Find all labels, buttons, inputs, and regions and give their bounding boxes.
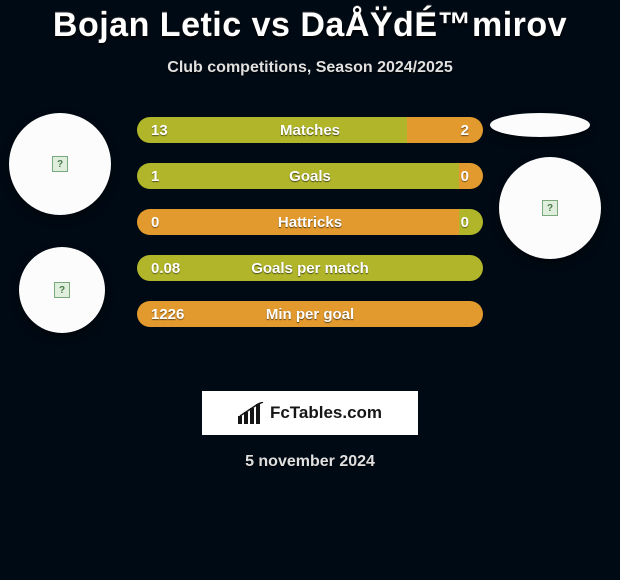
stat-right-value: 2 <box>407 117 483 143</box>
avatar-p1-small <box>19 247 105 333</box>
stat-row-goals-per-match: 0.08Goals per match <box>137 255 483 281</box>
stat-left-value: 1 <box>137 163 459 189</box>
stat-row-hattricks: 00Hattricks <box>137 209 483 235</box>
stat-right-value: 0 <box>459 163 483 189</box>
page-subtitle: Club competitions, Season 2024/2025 <box>0 59 620 77</box>
stat-row-matches: 132Matches <box>137 117 483 143</box>
stat-left-value: 1226 <box>137 301 483 327</box>
stat-row-min-per-goal: 1226Min per goal <box>137 301 483 327</box>
stat-right-value: 0 <box>459 209 483 235</box>
stat-row-goals: 10Goals <box>137 163 483 189</box>
date-text: 5 november 2024 <box>0 453 620 471</box>
stat-left-value: 0 <box>137 209 459 235</box>
comparison-area: 132Matches 10Goals 00Hattricks 0.08Goals pe… <box>0 117 620 377</box>
missing-image-icon <box>52 156 68 172</box>
avatar-p2-large <box>499 157 601 259</box>
stat-left-value: 0.08 <box>137 255 483 281</box>
missing-image-icon <box>542 200 558 216</box>
page-title: Bojan Letic vs DaÅŸdÉ™mirov <box>0 6 620 45</box>
brand-badge[interactable]: FcTables.com <box>202 391 418 435</box>
avatar-p2-flat <box>490 113 590 137</box>
bar-chart-icon <box>238 402 264 424</box>
avatar-p1-large <box>9 113 111 215</box>
stat-left-value: 13 <box>137 117 407 143</box>
brand-text: FcTables.com <box>270 403 382 423</box>
bars-container: 132Matches 10Goals 00Hattricks 0.08Goals pe… <box>137 117 483 347</box>
missing-image-icon <box>54 282 70 298</box>
